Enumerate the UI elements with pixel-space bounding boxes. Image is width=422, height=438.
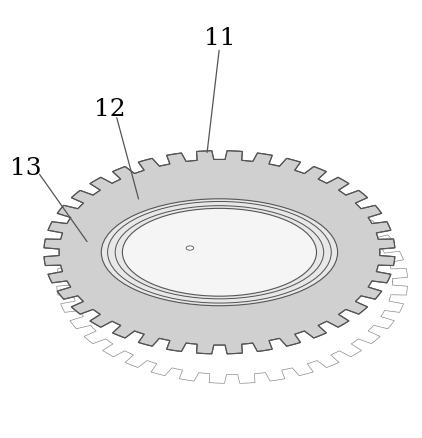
Text: 13: 13 (10, 157, 41, 180)
Ellipse shape (101, 199, 338, 306)
Ellipse shape (122, 209, 316, 297)
Polygon shape (44, 152, 395, 354)
Text: 12: 12 (94, 98, 125, 121)
Ellipse shape (186, 246, 194, 251)
Text: 11: 11 (204, 26, 235, 49)
